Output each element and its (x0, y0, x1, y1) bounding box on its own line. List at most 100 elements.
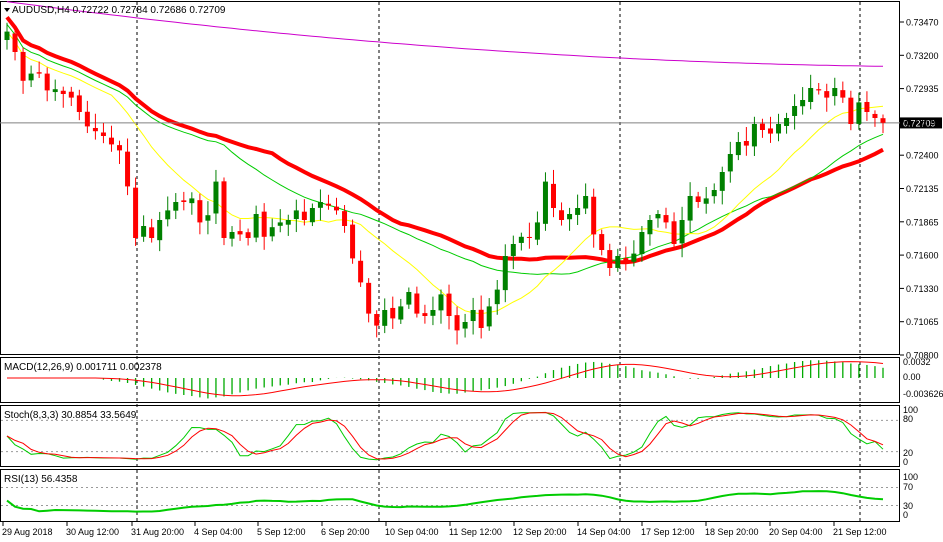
price-tick-label: 0.71600 (906, 251, 939, 261)
candle-body-bear (414, 293, 420, 314)
candle-body-bull (277, 222, 283, 226)
candle-body-bear (366, 282, 372, 314)
candle-body-bear (100, 132, 106, 136)
rsi-tick-label: 0 (903, 510, 908, 520)
candle-body-bear (197, 200, 203, 223)
ma-20-line (6, 31, 884, 315)
stoch-pane-frame (0, 405, 900, 467)
stoch-tick-label: 100 (903, 405, 918, 415)
price-tick-label: 0.73470 (906, 18, 939, 28)
candle-body-bull (309, 208, 315, 223)
candle-body-bear (880, 118, 886, 123)
stoch-indicator (6, 411, 884, 461)
candle-body-bull (631, 253, 637, 262)
candle-body-bear (824, 91, 830, 98)
candle-body-bull (398, 306, 404, 320)
day-separators (136, 2, 861, 521)
candle-body-bull (382, 310, 388, 326)
candle-body-bear (245, 232, 251, 238)
candle-body-bull (165, 210, 171, 220)
stoch-tick-label: 20 (903, 448, 913, 458)
candle-body-bear (767, 128, 773, 134)
candle-body-bull (518, 236, 524, 243)
macd-tick-label: 0.00 (903, 372, 921, 382)
candle-body-bear (125, 151, 131, 187)
candle-body-bear (526, 236, 532, 238)
candle-body-bear (36, 72, 42, 74)
indicator-levels (1, 419, 899, 506)
candle-body-bull (438, 294, 444, 311)
macd-title: MACD(12,26,9) 0.001711 0.002378 (4, 362, 162, 373)
candle-body-bear (864, 101, 870, 112)
candle-body-bull (253, 214, 259, 238)
time-tick-label: 20 Sep 04:00 (769, 527, 823, 537)
candle-body-bear (478, 309, 484, 328)
time-axis: 29 Aug 2018 30 Aug 12:00 31 Aug 20:00 4 Sep… (2, 522, 887, 537)
candle-body-bear (149, 227, 155, 238)
candle-body-bull (679, 220, 685, 244)
candle-body-bull (832, 88, 838, 97)
candle-body-bull (213, 181, 219, 214)
time-tick-label: 18 Sep 20:00 (705, 527, 759, 537)
candle-body-bull (269, 227, 275, 237)
candle-body-bull (189, 198, 195, 204)
candlesticks (4, 22, 886, 345)
candle-body-bear (759, 123, 765, 130)
macd-signal-line (7, 361, 884, 397)
time-tick-label: 30 Aug 12:00 (66, 527, 119, 537)
time-tick-label: 12 Sep 20:00 (513, 527, 567, 537)
candle-body-bull (317, 202, 323, 208)
candle-body-bear (221, 181, 227, 238)
rsi-title: RSI(13) 56.4358 (4, 474, 78, 485)
macd-tick-label: -0.003626 (903, 389, 943, 399)
candle-body-bull (719, 172, 725, 191)
candle-body-bull (751, 124, 757, 147)
time-tick-label: 10 Sep 04:00 (385, 527, 439, 537)
price-tick-label: 0.71065 (906, 317, 939, 327)
candle-body-bear (591, 196, 597, 235)
candle-body-bear (695, 196, 701, 202)
rsi-tick-label: 30 (903, 501, 913, 511)
price-tick-label: 0.70800 (906, 351, 939, 361)
current-price-box (900, 117, 942, 129)
pane-frames (0, 1, 900, 522)
rsi-tick-label: 70 (903, 482, 913, 492)
time-tick-label: 31 Aug 20:00 (131, 527, 184, 537)
candle-body-bear (108, 137, 114, 145)
time-tick-label: 21 Sep 12:00 (833, 527, 887, 537)
candle-body-bear (743, 140, 749, 146)
rsi-tick-label: 100 (903, 472, 918, 482)
candle-body-bull (229, 232, 235, 239)
rsi-line (6, 490, 884, 513)
candle-body-bear (20, 51, 26, 81)
ma-200-line (6, 1, 884, 67)
candle-body-bull (141, 226, 147, 237)
candle-body-bear (446, 293, 452, 316)
candle-body-bull (687, 196, 693, 221)
candle-body-bear (84, 111, 90, 127)
candle-body-bear (237, 231, 243, 235)
candle-body-bear (117, 145, 123, 151)
candle-body-bull (735, 142, 741, 156)
candle-body-bear (848, 97, 854, 124)
stoch-k-line (6, 411, 884, 461)
candle-body-bear (68, 91, 74, 98)
time-tick-label: 6 Sep 20:00 (321, 527, 370, 537)
candle-body-bull (205, 215, 211, 221)
candle-body-bull (510, 244, 516, 256)
ma-50-line (6, 24, 884, 275)
candle-body-bull (727, 154, 733, 172)
candle-body-bull (703, 198, 709, 204)
candle-body-bear (550, 183, 556, 208)
chart-title: AUDUSD,H4 0.72722 0.72784 0.72686 0.7270… (12, 5, 226, 16)
candle-body-bull (711, 190, 717, 197)
chart-title-arrow-icon (4, 8, 10, 12)
candle-body-bull (4, 31, 10, 40)
macd-indicator (7, 360, 884, 399)
candle-body-bear (390, 307, 396, 319)
rsi-pane-frame (0, 469, 900, 522)
candle-body-bull (639, 232, 645, 255)
